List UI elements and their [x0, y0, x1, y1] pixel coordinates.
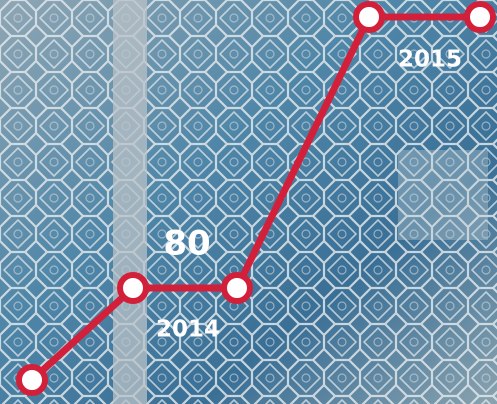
point — [467, 4, 493, 30]
point — [356, 4, 382, 30]
year-label: 2014 — [156, 317, 220, 343]
point — [19, 367, 45, 393]
highlight-value: 80 — [163, 224, 210, 264]
point — [224, 275, 250, 301]
infographic: 80 2014 2015 — [0, 0, 497, 404]
page: 80 2014 2015 (() => { const data = JSON.… — [0, 0, 497, 404]
point — [120, 275, 146, 301]
post — [113, 0, 147, 404]
year-label: 2015 — [398, 47, 462, 73]
haze — [398, 150, 488, 240]
